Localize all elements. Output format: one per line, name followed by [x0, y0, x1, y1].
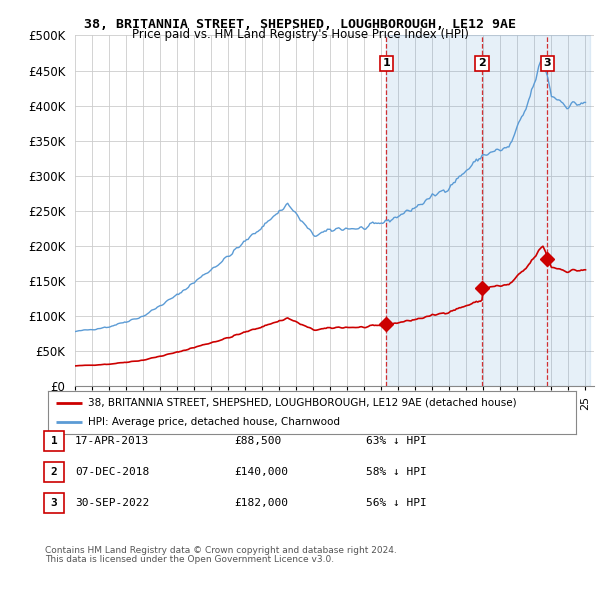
Text: 3: 3	[50, 498, 58, 507]
Text: 58% ↓ HPI: 58% ↓ HPI	[366, 467, 427, 477]
Text: 17-APR-2013: 17-APR-2013	[75, 437, 149, 446]
Text: 2: 2	[478, 58, 486, 68]
Bar	[386, 35, 590, 386]
Text: This data is licensed under the Open Government Licence v3.0.: This data is licensed under the Open Gov…	[45, 555, 334, 564]
Text: 56% ↓ HPI: 56% ↓ HPI	[366, 498, 427, 507]
Text: 30-SEP-2022: 30-SEP-2022	[75, 498, 149, 507]
Text: 07-DEC-2018: 07-DEC-2018	[75, 467, 149, 477]
Text: 2: 2	[50, 467, 58, 477]
Text: 1: 1	[382, 58, 390, 68]
Text: £140,000: £140,000	[234, 467, 288, 477]
Text: 1: 1	[50, 437, 58, 446]
Text: 38, BRITANNIA STREET, SHEPSHED, LOUGHBOROUGH, LE12 9AE: 38, BRITANNIA STREET, SHEPSHED, LOUGHBOR…	[84, 18, 516, 31]
Text: Price paid vs. HM Land Registry's House Price Index (HPI): Price paid vs. HM Land Registry's House …	[131, 28, 469, 41]
Text: £88,500: £88,500	[234, 437, 281, 446]
Text: 63% ↓ HPI: 63% ↓ HPI	[366, 437, 427, 446]
Text: £182,000: £182,000	[234, 498, 288, 507]
Text: 38, BRITANNIA STREET, SHEPSHED, LOUGHBOROUGH, LE12 9AE (detached house): 38, BRITANNIA STREET, SHEPSHED, LOUGHBOR…	[88, 398, 516, 408]
Text: HPI: Average price, detached house, Charnwood: HPI: Average price, detached house, Char…	[88, 417, 340, 427]
Text: 3: 3	[544, 58, 551, 68]
Text: Contains HM Land Registry data © Crown copyright and database right 2024.: Contains HM Land Registry data © Crown c…	[45, 546, 397, 555]
